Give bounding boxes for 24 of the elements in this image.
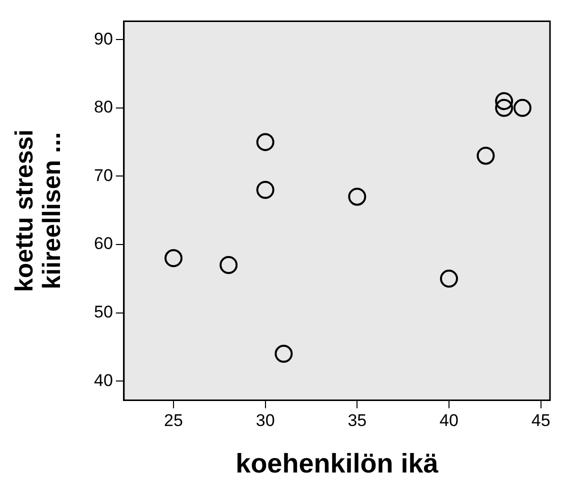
point xyxy=(513,98,532,117)
x-tick-label: 40 xyxy=(440,411,458,430)
point xyxy=(348,188,366,206)
point xyxy=(220,256,238,274)
y-axis-title: koettu stressi kiireellisen ... xyxy=(10,129,66,292)
point xyxy=(440,270,458,288)
x-axis-title: koehenkilön ikä xyxy=(236,448,440,478)
y-tick-label: 70 xyxy=(94,166,113,185)
point xyxy=(256,180,274,199)
y-tick-label: 50 xyxy=(94,302,113,322)
point xyxy=(495,98,514,117)
point xyxy=(476,146,495,165)
x-tick-label: 45 xyxy=(531,411,550,430)
y-tick-label: 60 xyxy=(94,234,113,254)
x-tick-label: 30 xyxy=(256,411,275,430)
y-tick-label: 90 xyxy=(94,29,113,48)
point xyxy=(495,92,514,110)
x-tick-label: 25 xyxy=(164,411,183,430)
x-tick-label: 35 xyxy=(348,411,367,430)
point xyxy=(256,133,274,152)
y-tick-label: 40 xyxy=(94,370,113,390)
point xyxy=(164,249,182,268)
point xyxy=(274,344,293,363)
y-tick-label: 80 xyxy=(94,98,113,117)
